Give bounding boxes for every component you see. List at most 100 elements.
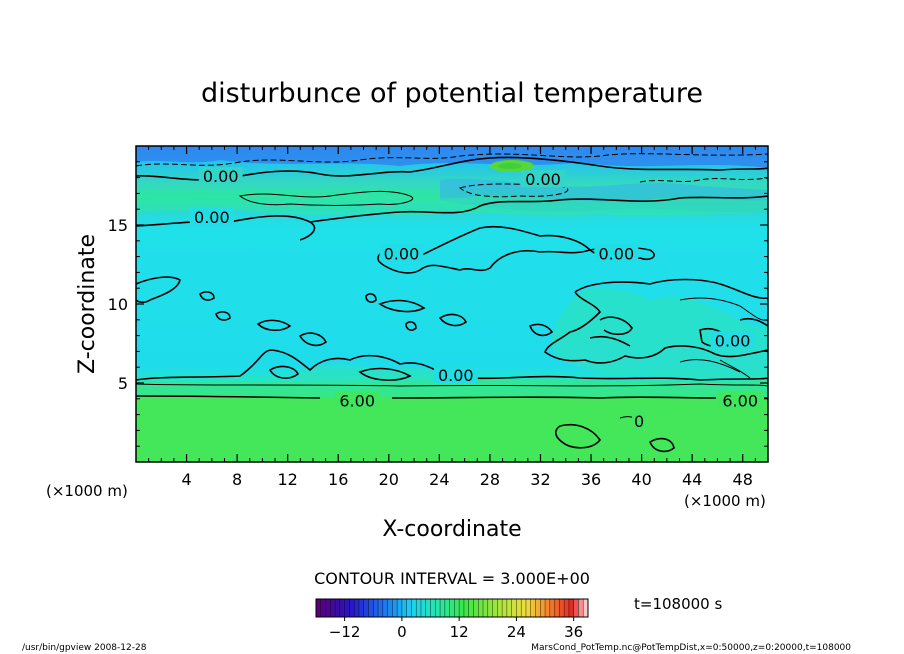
colorbar-cell <box>382 599 388 617</box>
x-unit-label: (×1000 m) <box>684 492 766 510</box>
contour-label-bg <box>335 391 380 409</box>
colorbar-cell <box>406 599 412 617</box>
colorbar-cell <box>463 599 470 617</box>
contour-field <box>136 146 768 462</box>
contour-label-bg <box>632 411 647 429</box>
contour-labels: 0.00 0.00 0.00 0.00 0.00 0.00 0.00 6.00 6.00 0 <box>189 167 763 431</box>
contour-label-bg <box>433 366 478 384</box>
colorbar-cell <box>430 599 436 617</box>
contour-label-bg <box>594 244 639 262</box>
colorbar-ticks: −12 0 12 24 36 <box>329 617 583 641</box>
colorbar-cell <box>325 599 331 617</box>
colorbar-cell <box>339 599 345 617</box>
colorbar-cell <box>525 599 532 617</box>
colorbar <box>315 598 589 618</box>
colorbar-cell <box>568 599 574 617</box>
colorbar-cell <box>573 599 579 617</box>
colorbar-cell <box>564 599 570 617</box>
colorbar-cell <box>540 599 546 617</box>
x-tick-label: 44 <box>682 470 702 489</box>
x-tick-label: 36 <box>581 470 601 489</box>
contour-label-bg <box>521 170 566 188</box>
colorbar-cell <box>478 599 484 617</box>
contour-label-bg <box>710 331 755 349</box>
colorbar-cell <box>397 599 403 617</box>
colorbar-cell <box>559 599 565 617</box>
colorbar-cell <box>521 599 527 617</box>
colorbar-cell <box>449 599 455 617</box>
x-tick-label: 40 <box>631 470 651 489</box>
footer-left: /usr/bin/gpview 2008-12-28 <box>22 643 147 653</box>
colorbar-cell <box>358 599 365 617</box>
colorbar-cell <box>425 599 431 617</box>
colorbar-cell <box>454 599 460 617</box>
colorbar-cell <box>583 599 589 617</box>
footer-right: MarsCond_PotTemp.nc@PotTempDist,x=0:5000… <box>531 643 851 653</box>
chart-title: disturbunce of potential temperature <box>201 78 703 109</box>
colorbar-cell <box>459 599 465 617</box>
colorbar-cell <box>516 599 522 617</box>
x-tick-label: 16 <box>328 470 348 489</box>
contour-label: 0.00 <box>194 208 230 227</box>
x-tick-label: 48 <box>733 470 753 489</box>
colorbar-cell <box>354 599 360 617</box>
x-tick-label: 4 <box>181 470 191 489</box>
time-label: t=108000 s <box>634 595 722 613</box>
colorbar-cell <box>440 599 446 617</box>
colorbar-cell <box>497 599 503 617</box>
x-tick-label: 28 <box>480 470 500 489</box>
contour-label: 0 <box>634 412 644 431</box>
colorbar-cell <box>411 599 417 617</box>
colorbar-cell <box>368 599 374 617</box>
colorbar-cell <box>511 599 517 617</box>
contour-label: 0.00 <box>384 244 420 263</box>
colorbar-cell <box>349 599 355 617</box>
colorbar-cell <box>401 599 407 617</box>
y-tick-label: 5 <box>118 374 128 393</box>
colorbar-cell <box>473 599 479 617</box>
y-unit-label: (×1000 m) <box>46 482 128 500</box>
colorbar-cell <box>435 599 441 617</box>
colorbar-cell <box>545 599 551 617</box>
contour-label: 0.00 <box>203 167 239 186</box>
colorbar-cell <box>335 599 341 617</box>
colorbar-cell <box>554 599 560 617</box>
y-axis-title: Z-coordinate <box>75 234 100 374</box>
colorbar-cell <box>483 599 489 617</box>
colorbar-cell <box>316 599 322 617</box>
contour-label-bg <box>379 244 424 262</box>
colorbar-cell <box>549 599 555 617</box>
colorbar-cell <box>444 599 450 617</box>
colorbar-tick-label: 24 <box>507 623 526 641</box>
y-ticks: 5 10 15 <box>108 161 768 447</box>
colorbar-cell <box>535 599 541 617</box>
colorbar-cell <box>502 599 508 617</box>
x-tick-label: 24 <box>429 470 449 489</box>
colorbar-cell <box>330 599 336 617</box>
contour-label-bg <box>189 208 234 226</box>
contour-label: 6.00 <box>722 391 758 410</box>
colorbar-tick-label: 12 <box>450 623 469 641</box>
colorbar-cell <box>506 599 512 617</box>
colorbar-cell <box>578 599 584 617</box>
contour-label-bg <box>718 391 763 409</box>
colorbar-frame <box>315 598 589 618</box>
colorbar-cell <box>468 599 474 617</box>
y-tick-label: 15 <box>108 216 128 235</box>
colorbar-cell <box>420 599 427 617</box>
colorbar-cell <box>363 599 369 617</box>
colorbar-cell <box>344 599 350 617</box>
x-tick-label: 32 <box>530 470 550 489</box>
contour-label-bg <box>198 167 243 185</box>
colorbar-cell <box>320 599 326 617</box>
contour-label: 0.00 <box>438 366 474 385</box>
contour-label: 0.00 <box>525 170 561 189</box>
colorbar-cell <box>492 599 498 617</box>
contour-label: 0.00 <box>599 244 635 263</box>
y-tick-label: 10 <box>108 295 128 314</box>
contour-interval: CONTOUR INTERVAL = 3.000E+00 <box>314 569 590 588</box>
colorbar-tick-label: 36 <box>564 623 583 641</box>
colorbar-cell <box>530 599 536 617</box>
contour-label: 6.00 <box>339 391 375 410</box>
